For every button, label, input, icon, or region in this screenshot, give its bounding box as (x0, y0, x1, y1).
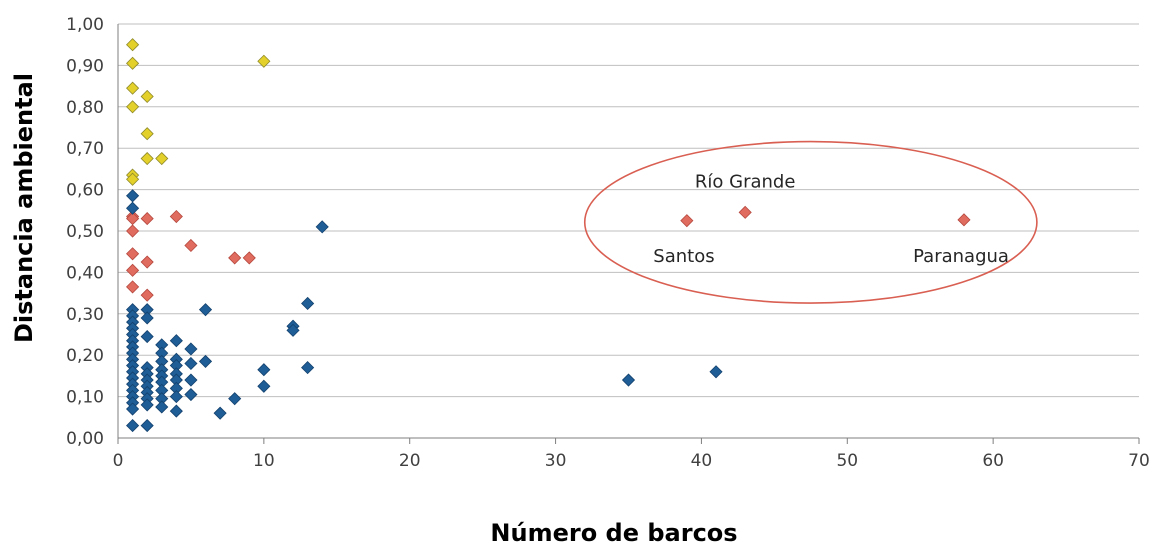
data-point (126, 280, 140, 294)
data-point (140, 127, 154, 141)
data-point (680, 214, 694, 228)
data-point (140, 89, 154, 104)
annotation-label: Río Grande (695, 171, 796, 192)
y-tick-label: 0,90 (66, 56, 104, 76)
data-point (126, 201, 140, 215)
annotations: Río Grande Santos Paranagua (653, 171, 1009, 267)
data-point (184, 387, 198, 402)
data-point (184, 238, 198, 253)
data-point (126, 224, 140, 238)
x-tick-label: 40 (691, 451, 713, 471)
y-tick-label: 0,10 (66, 388, 104, 408)
x-tick-label: 50 (836, 451, 858, 471)
data-point (126, 81, 140, 95)
x-tick-label: 20 (399, 451, 421, 471)
y-tick-label: 0,60 (66, 181, 104, 201)
data-point (228, 251, 242, 265)
data-point (126, 419, 140, 433)
data-point (184, 356, 198, 371)
data-point (213, 406, 227, 420)
y-axis-title: Distancia ambiental (10, 73, 38, 343)
gridlines (118, 23, 1139, 398)
y-tick-label: 0,40 (66, 263, 104, 283)
data-point (257, 363, 271, 377)
data-point (242, 251, 256, 265)
x-axis-title: Número de barcos (490, 519, 737, 546)
data-point (126, 263, 140, 277)
x-tick-label: 0 (113, 451, 124, 471)
data-point (140, 151, 154, 166)
data-point (126, 56, 140, 70)
y-tick-label: 0,00 (66, 429, 104, 449)
x-tick-label: 10 (253, 451, 275, 471)
data-point (126, 247, 140, 261)
data-point (709, 365, 723, 379)
data-point (140, 419, 154, 433)
data-point (957, 213, 971, 227)
data-point (169, 404, 183, 418)
data-point (126, 402, 140, 416)
data-point (184, 342, 198, 356)
data-point (286, 323, 300, 337)
data-point (140, 212, 154, 226)
data-point (169, 390, 183, 404)
data-point (140, 288, 154, 302)
data-point (126, 38, 140, 52)
data-point (140, 398, 154, 412)
data-point (140, 255, 154, 269)
data-point (257, 379, 271, 393)
data-point (738, 205, 752, 219)
x-tick-label: 30 (545, 451, 567, 471)
data-point (126, 100, 140, 114)
axes: 0,00 0,10 0,20 0,30 0,40 0,50 0,60 0,70 0,80 0,90… (66, 15, 1150, 471)
y-tick-label: 0,50 (66, 222, 104, 242)
data-points (126, 38, 971, 433)
data-point (169, 334, 183, 348)
data-point (126, 189, 140, 203)
annotation-label: Paranagua (913, 246, 1009, 267)
data-point (140, 311, 154, 325)
data-point (184, 373, 198, 387)
data-point (301, 296, 315, 311)
data-point (257, 54, 271, 68)
annotation-label: Santos (653, 246, 714, 267)
x-tick-label: 60 (982, 451, 1004, 471)
x-tick-label: 70 (1128, 451, 1150, 471)
y-tick-label: 0,80 (66, 98, 104, 118)
data-point (155, 400, 169, 414)
data-point (301, 361, 315, 375)
data-point (155, 151, 169, 166)
highlight-ellipse-layer (583, 140, 1038, 304)
data-point (169, 209, 183, 224)
data-point (140, 330, 154, 344)
y-tick-label: 1,00 (66, 15, 104, 35)
y-tick-label: 0,30 (66, 305, 104, 325)
y-tick-label: 0,20 (66, 346, 104, 366)
data-point (126, 172, 140, 186)
data-point (198, 354, 213, 368)
data-point (621, 373, 636, 387)
y-tick-label: 0,70 (66, 139, 104, 159)
data-point (228, 392, 242, 406)
highlight-ellipse (583, 140, 1038, 304)
data-point (315, 220, 329, 234)
data-point (198, 303, 213, 317)
